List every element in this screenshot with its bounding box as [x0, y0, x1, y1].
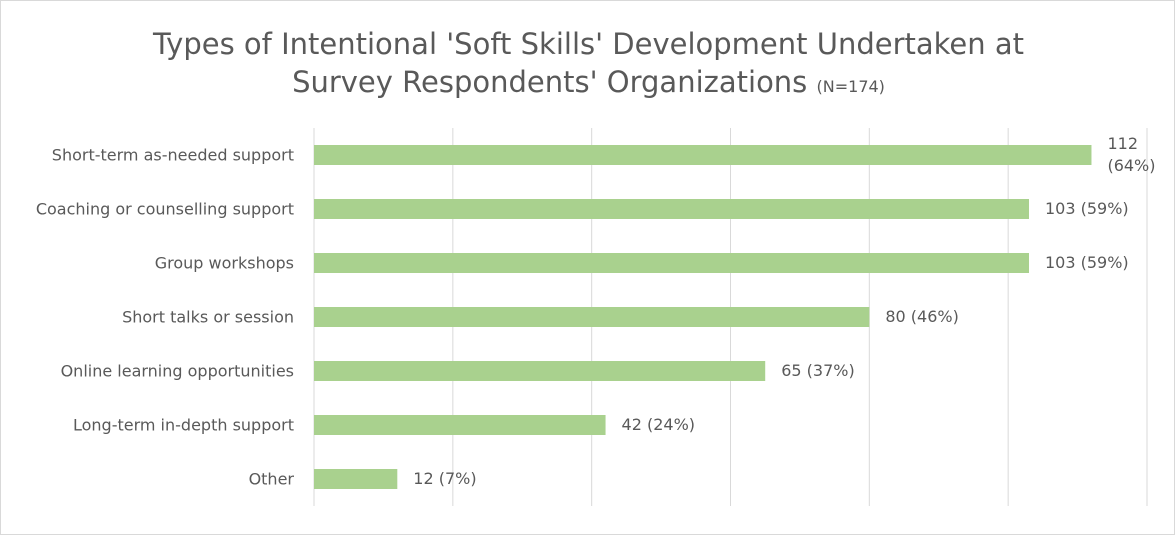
chart-title: Types of Intentional 'Soft Skills' Devel…	[152, 27, 1025, 99]
y-tick-label: Other	[248, 469, 294, 489]
bar	[314, 145, 1092, 165]
y-tick-label: Online learning opportunities	[60, 361, 294, 381]
bar	[314, 469, 398, 489]
chart-subtitle: (N=174)	[816, 77, 885, 96]
bar	[314, 199, 1029, 219]
bar	[314, 361, 766, 381]
bar	[314, 415, 606, 435]
bar	[314, 307, 870, 327]
data-label: 65 (37%)	[781, 361, 855, 380]
data-label: 103 (59%)	[1044, 253, 1129, 272]
y-tick-label: Long-term in-depth support	[72, 415, 294, 435]
data-label: 112 (64%)	[1107, 134, 1156, 175]
y-tick-label: Coaching or counselling support	[35, 199, 294, 219]
data-label: 12 (7%)	[413, 469, 477, 488]
y-tick-label: Group workshops	[154, 253, 294, 273]
data-label: 42 (24%)	[621, 415, 696, 434]
y-tick-label: Short talks or session	[122, 307, 294, 327]
bar	[314, 253, 1029, 273]
data-label: 80 (46%)	[885, 307, 959, 326]
data-label: 103 (59%)	[1044, 199, 1129, 218]
chart-title-block: Types of Intentional 'Soft Skills' Devel…	[151, 25, 1026, 106]
y-tick-label: Short-term as-needed support	[51, 145, 294, 165]
